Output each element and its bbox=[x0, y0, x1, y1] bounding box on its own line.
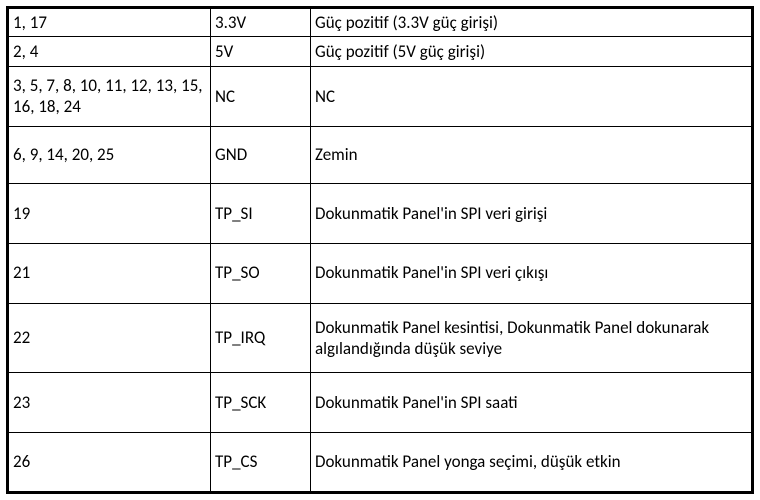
cell-description: Güç pozitif (5V güç girişi) bbox=[311, 37, 753, 66]
cell-signal: TP_SCK bbox=[211, 372, 311, 432]
table-row: 23 TP_SCK Dokunmatik Panel'in SPI saati bbox=[8, 372, 753, 432]
cell-description: Dokunmatik Panel'in SPI veri girişi bbox=[311, 183, 753, 243]
table-row: 3, 5, 7, 8, 10, 11, 12, 13, 15, 16, 18, … bbox=[8, 66, 753, 126]
cell-pins: 19 bbox=[8, 183, 211, 243]
table-row: 21 TP_SO Dokunmatik Panel'in SPI veri çı… bbox=[8, 243, 753, 303]
table-row: 26 TP_CS Dokunmatik Panel yonga seçimi, … bbox=[8, 432, 753, 492]
cell-signal: 3.3V bbox=[211, 8, 311, 37]
table-row: 2, 4 5V Güç pozitif (5V güç girişi) bbox=[8, 37, 753, 66]
cell-signal: NC bbox=[211, 66, 311, 126]
cell-pins: 23 bbox=[8, 372, 211, 432]
table-container: 1, 17 3.3V Güç pozitif (3.3V güç girişi)… bbox=[0, 0, 760, 500]
cell-signal: TP_IRQ bbox=[211, 303, 311, 372]
cell-description: Zemin bbox=[311, 126, 753, 183]
cell-description: Dokunmatik Panel yonga seçimi, düşük etk… bbox=[311, 432, 753, 492]
cell-signal: 5V bbox=[211, 37, 311, 66]
cell-description: Dokunmatik Panel'in SPI saati bbox=[311, 372, 753, 432]
table-row: 22 TP_IRQ Dokunmatik Panel kesintisi, Do… bbox=[8, 303, 753, 372]
cell-pins: 3, 5, 7, 8, 10, 11, 12, 13, 15, 16, 18, … bbox=[8, 66, 211, 126]
table-row: 6, 9, 14, 20, 25 GND Zemin bbox=[8, 126, 753, 183]
cell-signal: GND bbox=[211, 126, 311, 183]
cell-pins: 21 bbox=[8, 243, 211, 303]
cell-pins: 22 bbox=[8, 303, 211, 372]
cell-signal: TP_SO bbox=[211, 243, 311, 303]
cell-pins: 6, 9, 14, 20, 25 bbox=[8, 126, 211, 183]
pin-table: 1, 17 3.3V Güç pozitif (3.3V güç girişi)… bbox=[6, 6, 754, 494]
pin-table-body: 1, 17 3.3V Güç pozitif (3.3V güç girişi)… bbox=[8, 8, 753, 493]
cell-signal: TP_SI bbox=[211, 183, 311, 243]
cell-pins: 26 bbox=[8, 432, 211, 492]
cell-pins: 2, 4 bbox=[8, 37, 211, 66]
table-row: 19 TP_SI Dokunmatik Panel'in SPI veri gi… bbox=[8, 183, 753, 243]
cell-description: Dokunmatik Panel kesintisi, Dokunmatik P… bbox=[311, 303, 753, 372]
cell-description: Güç pozitif (3.3V güç girişi) bbox=[311, 8, 753, 37]
cell-pins: 1, 17 bbox=[8, 8, 211, 37]
cell-description: Dokunmatik Panel'in SPI veri çıkışı bbox=[311, 243, 753, 303]
cell-description: NC bbox=[311, 66, 753, 126]
cell-signal: TP_CS bbox=[211, 432, 311, 492]
table-row: 1, 17 3.3V Güç pozitif (3.3V güç girişi) bbox=[8, 8, 753, 37]
